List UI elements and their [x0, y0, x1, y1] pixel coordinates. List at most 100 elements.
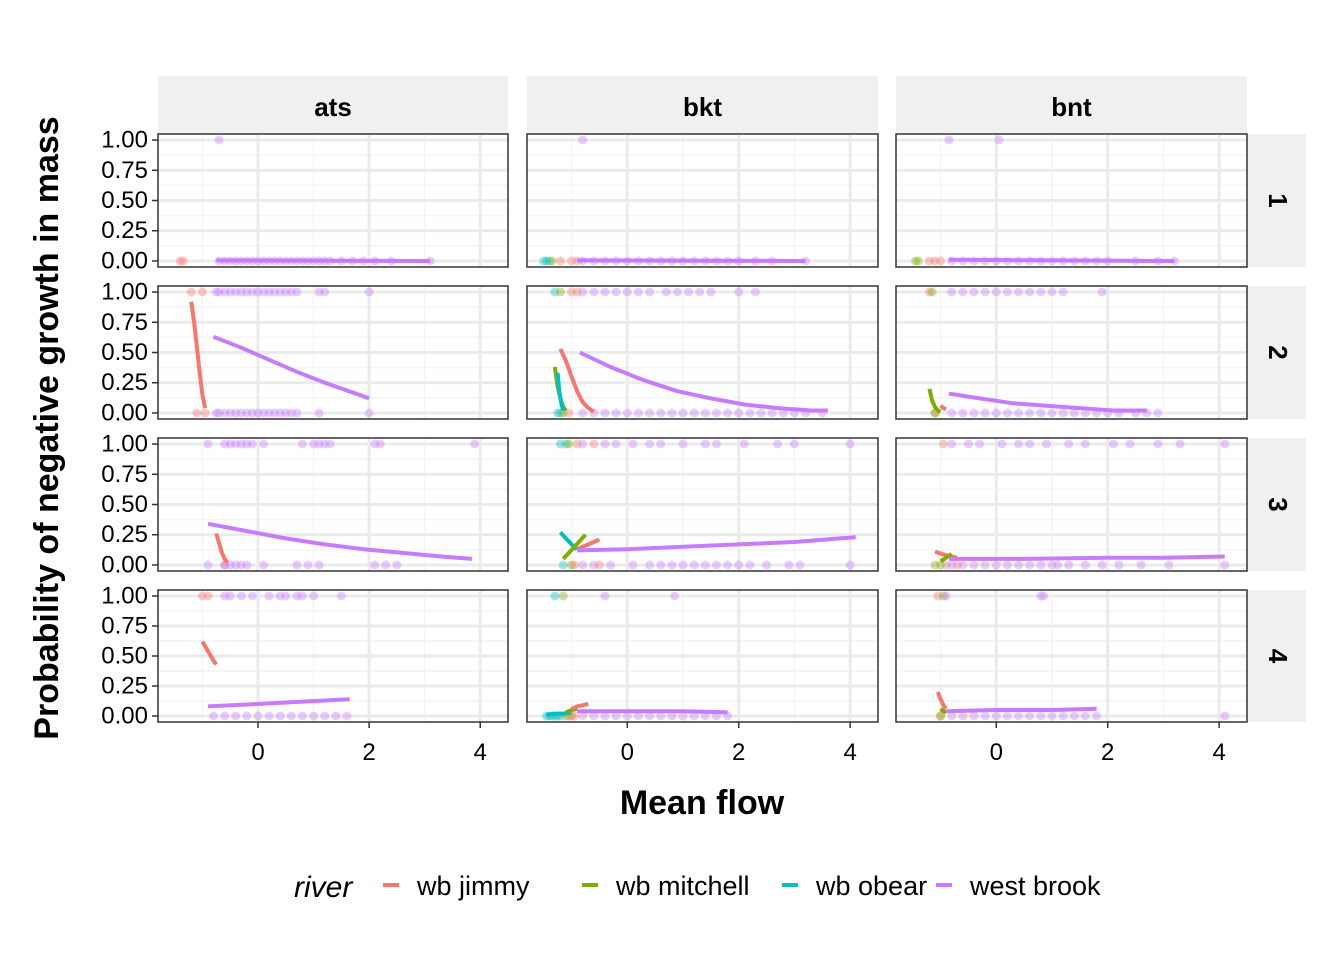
fit-line [577, 258, 806, 263]
x-tick-label: 2 [732, 739, 745, 766]
data-point [1025, 439, 1035, 449]
data-point [767, 408, 777, 418]
data-point [336, 591, 346, 601]
data-point [225, 408, 235, 418]
data-point [1047, 287, 1057, 297]
data-point [941, 560, 951, 570]
data-point [1164, 560, 1174, 570]
data-point [320, 711, 330, 721]
y-tick-label: 0.50 [101, 187, 148, 214]
fit-line [212, 334, 370, 401]
y-tick-label: 0.75 [101, 461, 148, 488]
data-point [314, 408, 324, 418]
data-point [1014, 711, 1024, 721]
data-point [309, 711, 319, 721]
x-tick-label: 0 [990, 739, 1003, 766]
data-point [1039, 591, 1049, 601]
data-point [364, 287, 374, 297]
data-point [270, 408, 280, 418]
data-point [773, 439, 783, 449]
data-point [555, 256, 565, 266]
panel-border [895, 285, 1248, 420]
data-point [678, 439, 688, 449]
data-point [734, 287, 744, 297]
data-point [555, 287, 565, 297]
data-point [1080, 711, 1090, 721]
data-point [689, 408, 699, 418]
data-point [622, 287, 632, 297]
data-point [1092, 711, 1102, 721]
data-point [292, 287, 302, 297]
data-point [564, 439, 574, 449]
data-point [544, 256, 554, 266]
data-point [600, 287, 610, 297]
data-point [611, 711, 621, 721]
fit-line [946, 706, 1097, 714]
data-point [678, 560, 688, 570]
y-tick-label: 0.25 [101, 673, 148, 700]
data-point [1014, 439, 1024, 449]
data-point [656, 408, 666, 418]
data-point [309, 439, 319, 449]
legend-title: river [294, 871, 353, 904]
data-point [924, 256, 934, 266]
fit-line [207, 697, 350, 709]
data-point [1058, 408, 1068, 418]
data-point [214, 135, 224, 145]
y-tick-label: 0.25 [101, 217, 148, 244]
data-point [969, 560, 979, 570]
data-point [778, 408, 788, 418]
data-point [231, 408, 241, 418]
data-point [700, 560, 710, 570]
data-point [292, 560, 302, 570]
data-point [259, 287, 269, 297]
data-point [220, 439, 230, 449]
data-point [578, 711, 588, 721]
data-point [211, 287, 221, 297]
data-point [297, 591, 307, 601]
data-point [947, 287, 957, 297]
data-point [553, 408, 563, 418]
data-point [958, 560, 968, 570]
data-point [845, 560, 855, 570]
data-point [645, 560, 655, 570]
data-point [364, 408, 374, 418]
legend-label: west brook [969, 871, 1101, 901]
data-point [1002, 408, 1012, 418]
fit-line [555, 372, 566, 412]
data-point [936, 711, 946, 721]
data-point [309, 591, 319, 601]
data-point [281, 408, 291, 418]
x-tick-label: 2 [1101, 739, 1114, 766]
data-point [994, 135, 1004, 145]
data-point [656, 560, 666, 570]
data-point [1014, 287, 1024, 297]
data-point [606, 560, 616, 570]
strip-col-label: bnt [1051, 92, 1092, 122]
data-point [381, 560, 391, 570]
data-point [969, 287, 979, 297]
legend-label: wb mitchell [615, 871, 750, 901]
data-point [225, 439, 235, 449]
panel-border [526, 437, 879, 572]
data-point [672, 287, 682, 297]
y-tick-label: 0.75 [101, 309, 148, 336]
data-point [225, 591, 235, 601]
data-point [933, 591, 943, 601]
data-point [1002, 711, 1012, 721]
data-point [342, 711, 352, 721]
fit-line [200, 640, 218, 666]
panel-ats-3 [158, 438, 508, 571]
data-point [980, 560, 990, 570]
data-point [231, 287, 241, 297]
data-point [656, 711, 666, 721]
data-point [231, 560, 241, 570]
data-point [745, 408, 755, 418]
strip-row-4 [1247, 590, 1306, 722]
data-point [784, 560, 794, 570]
fit-line [189, 301, 208, 409]
panel-bnt-1 [896, 134, 1247, 267]
fit-line [948, 257, 1175, 263]
data-point [1058, 287, 1068, 297]
